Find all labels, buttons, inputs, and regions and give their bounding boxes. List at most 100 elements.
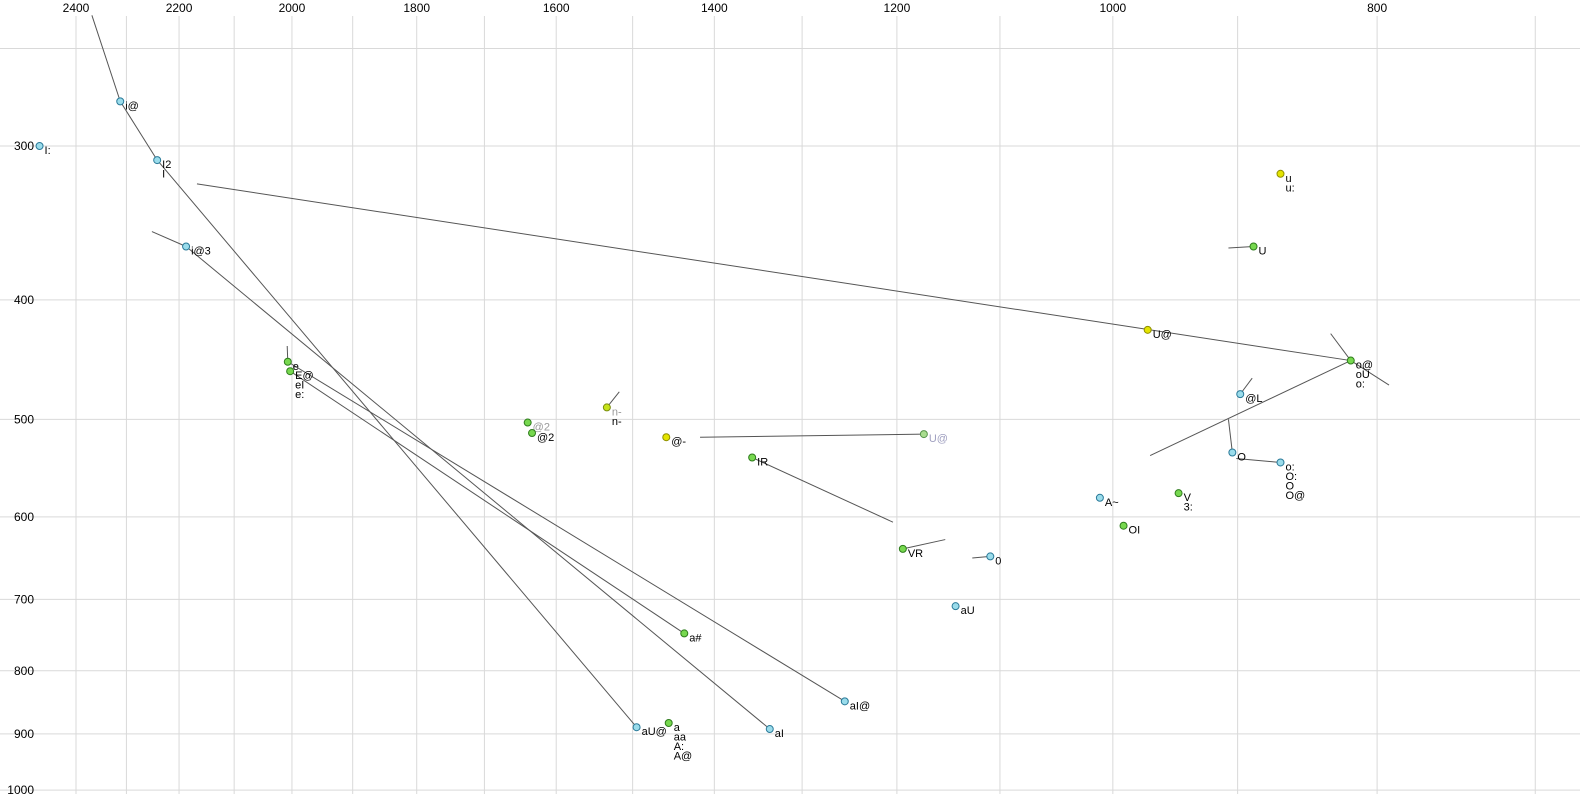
vowel-label: aI [775, 728, 784, 740]
vowel-point[interactable] [662, 433, 671, 442]
vowel-label: i@3 [191, 246, 211, 258]
vowel-label: u [1285, 173, 1291, 185]
trajectory-line [700, 433, 924, 438]
vowel-label: aI@ [850, 700, 870, 712]
y-tick-label: 600 [14, 510, 34, 524]
y-tick-label: 500 [14, 412, 34, 426]
vowel-label: @2 [537, 432, 554, 444]
vowel-label: O: [1285, 471, 1297, 483]
vowel-point[interactable] [898, 544, 907, 553]
x-tick-label: 800 [1367, 1, 1387, 15]
vowel-point[interactable] [1143, 325, 1152, 334]
vowel-label: oU [1356, 369, 1370, 381]
vowel-label: O@ [1285, 490, 1305, 502]
vowel-label: VR [908, 548, 923, 560]
vowel-point[interactable] [523, 418, 532, 427]
vowel-label: n- [612, 406, 622, 418]
vowel-point[interactable] [1228, 448, 1237, 457]
y-tick-label: 900 [14, 727, 34, 741]
trajectory-line [1236, 458, 1281, 463]
vowel-label: A@ [674, 751, 693, 763]
vowel-label: aU@ [642, 726, 667, 738]
vowel-label: @L [1245, 393, 1262, 405]
y-tick-label: 700 [14, 592, 34, 606]
vowel-label: aa [674, 732, 687, 744]
vowel-point[interactable] [1095, 493, 1104, 502]
trajectory-line [1228, 246, 1254, 249]
vowel-label: o: [1285, 461, 1294, 473]
vowel-label: @2 [533, 422, 550, 434]
vowel-label: @- [671, 436, 686, 448]
vowel-label: O [1285, 480, 1294, 492]
vowel-point[interactable] [35, 142, 44, 150]
vowel-label: i@ [125, 100, 139, 112]
vowel-point[interactable] [1236, 390, 1245, 399]
vowel-label: u: [1285, 182, 1294, 194]
vowel-point[interactable] [1249, 242, 1258, 251]
vowel-label: I: [45, 145, 51, 157]
vowel-label: V [1184, 492, 1192, 504]
vowel-point[interactable] [116, 97, 125, 106]
vowel-point[interactable] [840, 697, 849, 706]
vowel-label: A: [674, 741, 684, 753]
vowel-label: o: [1356, 379, 1365, 391]
trajectory-line [287, 361, 846, 702]
y-tick-label: 300 [14, 139, 34, 153]
vowel-label: e: [295, 389, 304, 401]
trajectory-line [156, 159, 637, 728]
vowel-point[interactable] [680, 629, 689, 638]
trajectory-line [289, 370, 685, 634]
vowel-label: O [1237, 452, 1246, 464]
vowel-label: U [1259, 246, 1267, 258]
vowel-point[interactable] [986, 552, 995, 561]
vowel-label: e [293, 361, 299, 373]
x-tick-label: 1200 [884, 1, 911, 15]
vowel-label: A~ [1105, 497, 1119, 509]
vowel-label: U@ [929, 433, 948, 445]
x-tick-label: 1800 [403, 1, 430, 15]
trajectory-line [1350, 360, 1390, 386]
vowel-label: a# [689, 632, 702, 644]
x-tick-label: 2400 [63, 1, 90, 15]
vowel-label: n- [612, 416, 622, 428]
vowel-point[interactable] [602, 403, 611, 412]
trajectory-line [1330, 333, 1352, 361]
vowel-point[interactable] [528, 429, 537, 438]
vowel-label: I2 [162, 159, 171, 171]
x-tick-label: 1400 [701, 1, 728, 15]
vowel-point[interactable] [1174, 489, 1183, 498]
vowel-point[interactable] [182, 242, 191, 251]
trajectory-line [902, 539, 946, 550]
trajectory-line [1149, 360, 1351, 456]
trajectory-line [1227, 419, 1233, 453]
x-tick-label: 1000 [1099, 1, 1126, 15]
vowel-label: aU [961, 605, 975, 617]
x-tick-label: 2200 [166, 1, 193, 15]
vowel-point[interactable] [919, 430, 928, 439]
vowel-point[interactable] [283, 357, 292, 366]
vowel-point[interactable] [765, 725, 774, 734]
vowel-point[interactable] [748, 453, 757, 462]
vowel-label: 3: [1184, 502, 1193, 514]
trajectory-line [196, 183, 1351, 362]
trajectory-line [751, 457, 894, 523]
trajectory-line [119, 101, 158, 161]
vowel-point[interactable] [632, 723, 641, 732]
x-tick-label: 2000 [279, 1, 306, 15]
vowel-point[interactable] [951, 602, 960, 611]
vowel-point[interactable] [1119, 521, 1128, 530]
vowel-point[interactable] [1276, 458, 1285, 467]
vowel-point[interactable] [153, 156, 162, 165]
vowel-label: IR [757, 457, 768, 469]
vowel-point[interactable] [1346, 356, 1355, 365]
vowel-point[interactable] [664, 719, 673, 728]
vowel-label: eI [295, 380, 304, 392]
vowel-point[interactable] [1276, 169, 1285, 178]
y-tick-label: 800 [14, 664, 34, 678]
vowel-label: a [674, 722, 681, 734]
x-tick-label: 1600 [543, 1, 570, 15]
vowel-point[interactable] [286, 367, 295, 376]
vowel-label: U@ [1153, 329, 1172, 341]
